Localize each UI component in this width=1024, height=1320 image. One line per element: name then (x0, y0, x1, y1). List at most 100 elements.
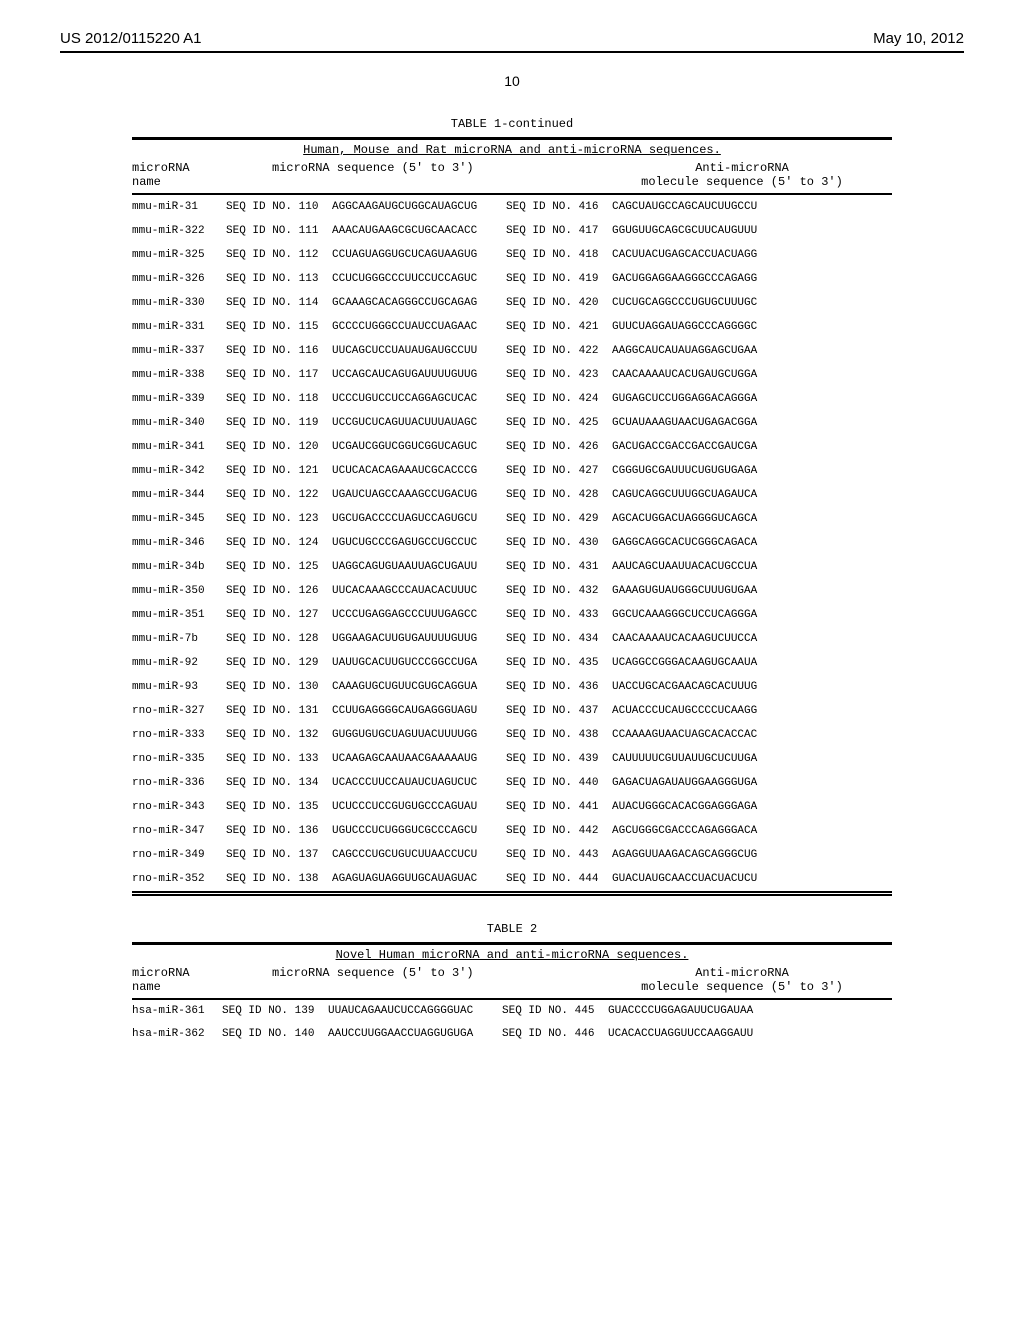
table-row: rno-miR-352SEQ ID NO. 138AGAGUAGUAGGUUGC… (132, 867, 892, 891)
anti-mirna-sequence: UCACACCUAGGUUCCAAGGAUU (608, 1029, 892, 1040)
mirna-sequence: UCCCUGUCCUCCAGGAGCUCAC (332, 394, 506, 405)
mirna-sequence: GCAAAGCACAGGGCCUGCAGAG (332, 298, 506, 309)
seq-id-1: SEQ ID NO. 127 (226, 610, 332, 621)
mirna-name: hsa-miR-361 (132, 1006, 222, 1017)
seq-id-2: SEQ ID NO. 435 (506, 658, 612, 669)
seq-id-2: SEQ ID NO. 432 (506, 586, 612, 597)
seq-id-1: SEQ ID NO. 114 (226, 298, 332, 309)
table-row: mmu-miR-341SEQ ID NO. 120UCGAUCGGUCGGUCG… (132, 435, 892, 459)
publication-date: May 10, 2012 (873, 30, 964, 47)
table-2-col-headers: microRNA name microRNA sequence (5' to 3… (132, 962, 892, 999)
mirna-name: mmu-miR-351 (132, 610, 226, 621)
table-1-body: mmu-miR-31SEQ ID NO. 110AGGCAAGAUGCUGGCA… (132, 194, 892, 891)
mirna-name: mmu-miR-337 (132, 346, 226, 357)
anti-mirna-sequence: AGCUGGGCGACCCAGAGGGACA (612, 826, 892, 837)
table-2-subtitle: Novel Human microRNA and anti-microRNA s… (132, 944, 892, 962)
seq-id-2: SEQ ID NO. 438 (506, 730, 612, 741)
seq-id-2: SEQ ID NO. 422 (506, 346, 612, 357)
mirna-sequence: UUCACAAAGCCCAUACACUUUC (332, 586, 506, 597)
table-row: hsa-miR-362SEQ ID NO. 140AAUCCUUGGAACCUA… (132, 1023, 892, 1046)
mirna-sequence: UUAUCAGAAUCUCCAGGGGUAC (328, 1006, 502, 1017)
seq-id-1: SEQ ID NO. 129 (226, 658, 332, 669)
mirna-sequence: UUCAGCUCCUAUAUGAUGCCUU (332, 346, 506, 357)
mirna-name: mmu-miR-330 (132, 298, 226, 309)
col-header-seq: microRNA sequence (5' to 3') (242, 161, 592, 189)
table-row: mmu-miR-330SEQ ID NO. 114GCAAAGCACAGGGCC… (132, 291, 892, 315)
mirna-name: rno-miR-352 (132, 874, 226, 885)
mirna-sequence: UCUCACACAGAAAUCGCACCCG (332, 466, 506, 477)
mirna-sequence: UCGAUCGGUCGGUCGGUCAGUC (332, 442, 506, 453)
mirna-name: rno-miR-327 (132, 706, 226, 717)
mirna-sequence: UCACCCUUCCAUAUCUAGUCUC (332, 778, 506, 789)
mirna-sequence: UCUCCCUCCGUGUGCCCAGUAU (332, 802, 506, 813)
mirna-sequence: GCCCCUGGGCCUAUCCUAGAAC (332, 322, 506, 333)
seq-id-2: SEQ ID NO. 431 (506, 562, 612, 573)
anti-mirna-sequence: AAUCAGCUAAUUACACUGCCUA (612, 562, 892, 573)
mirna-name: mmu-miR-342 (132, 466, 226, 477)
seq-id-2: SEQ ID NO. 437 (506, 706, 612, 717)
seq-id-2: SEQ ID NO. 420 (506, 298, 612, 309)
mirna-sequence: AGAGUAGUAGGUUGCAUAGUAC (332, 874, 506, 885)
seq-id-2: SEQ ID NO. 428 (506, 490, 612, 501)
anti-mirna-sequence: GACUGGAGGAAGGGCCCAGAGG (612, 274, 892, 285)
table-row: mmu-miR-34bSEQ ID NO. 125UAGGCAGUGUAAUUA… (132, 555, 892, 579)
seq-id-1: SEQ ID NO. 111 (226, 226, 332, 237)
col-header-anti: Anti-microRNA molecule sequence (5' to 3… (592, 161, 892, 189)
seq-id-2: SEQ ID NO. 444 (506, 874, 612, 885)
anti-mirna-sequence: CACUUACUGAGCACCUACUAGG (612, 250, 892, 261)
seq-id-2: SEQ ID NO. 418 (506, 250, 612, 261)
seq-id-2: SEQ ID NO. 436 (506, 682, 612, 693)
table-row: mmu-miR-339SEQ ID NO. 118UCCCUGUCCUCCAGG… (132, 387, 892, 411)
anti-mirna-sequence: UCAGGCCGGGACAAGUGCAAUA (612, 658, 892, 669)
mirna-sequence: UCAAGAGCAAUAACGAAAAAUG (332, 754, 506, 765)
col-header-seq: microRNA sequence (5' to 3') (242, 966, 592, 994)
mirna-name: rno-miR-349 (132, 850, 226, 861)
table-1-title: TABLE 1-continued (132, 117, 892, 131)
seq-id-1: SEQ ID NO. 113 (226, 274, 332, 285)
seq-id-1: SEQ ID NO. 119 (226, 418, 332, 429)
seq-id-1: SEQ ID NO. 124 (226, 538, 332, 549)
anti-mirna-sequence: AUACUGGGCACACGGAGGGAGA (612, 802, 892, 813)
mirna-name: mmu-miR-350 (132, 586, 226, 597)
seq-id-2: SEQ ID NO. 443 (506, 850, 612, 861)
table-row: mmu-miR-326SEQ ID NO. 113CCUCUGGGCCCUUCC… (132, 267, 892, 291)
table-row: rno-miR-347SEQ ID NO. 136UGUCCCUCUGGGUCG… (132, 819, 892, 843)
anti-mirna-sequence: CAACAAAAUCACUGAUGCUGGA (612, 370, 892, 381)
seq-id-1: SEQ ID NO. 136 (226, 826, 332, 837)
col-header-anti: Anti-microRNA molecule sequence (5' to 3… (592, 966, 892, 994)
anti-mirna-sequence: AAGGCAUCAUAUAGGAGCUGAA (612, 346, 892, 357)
mirna-name: rno-miR-343 (132, 802, 226, 813)
seq-id-1: SEQ ID NO. 120 (226, 442, 332, 453)
mirna-name: rno-miR-333 (132, 730, 226, 741)
seq-id-1: SEQ ID NO. 130 (226, 682, 332, 693)
seq-id-1: SEQ ID NO. 115 (226, 322, 332, 333)
table-row: mmu-miR-350SEQ ID NO. 126UUCACAAAGCCCAUA… (132, 579, 892, 603)
table-row: mmu-miR-346SEQ ID NO. 124UGUCUGCCCGAGUGC… (132, 531, 892, 555)
seq-id-2: SEQ ID NO. 426 (506, 442, 612, 453)
seq-id-2: SEQ ID NO. 427 (506, 466, 612, 477)
seq-id-1: SEQ ID NO. 117 (226, 370, 332, 381)
mirna-sequence: UCCCUGAGGAGCCCUUUGAGCC (332, 610, 506, 621)
mirna-name: mmu-miR-31 (132, 202, 226, 213)
seq-id-2: SEQ ID NO. 419 (506, 274, 612, 285)
mirna-sequence: UGGAAGACUUGUGAUUUUGUUG (332, 634, 506, 645)
seq-id-2: SEQ ID NO. 441 (506, 802, 612, 813)
mirna-sequence: CCUUGAGGGGCAUGAGGGUAGU (332, 706, 506, 717)
seq-id-2: SEQ ID NO. 446 (502, 1029, 608, 1040)
table-row: mmu-miR-345SEQ ID NO. 123UGCUGACCCCUAGUC… (132, 507, 892, 531)
table-row: mmu-miR-325SEQ ID NO. 112CCUAGUAGGUGCUCA… (132, 243, 892, 267)
table-row: mmu-miR-93SEQ ID NO. 130CAAAGUGCUGUUCGUG… (132, 675, 892, 699)
anti-mirna-sequence: CAGCUAUGCCAGCAUCUUGCCU (612, 202, 892, 213)
anti-mirna-sequence: CAACAAAAUCACAAGUCUUCCA (612, 634, 892, 645)
seq-id-1: SEQ ID NO. 132 (226, 730, 332, 741)
mirna-sequence: CAAAGUGCUGUUCGUGCAGGUA (332, 682, 506, 693)
seq-id-1: SEQ ID NO. 140 (222, 1029, 328, 1040)
mirna-name: rno-miR-336 (132, 778, 226, 789)
table-2-body: hsa-miR-361SEQ ID NO. 139UUAUCAGAAUCUCCA… (132, 999, 892, 1046)
seq-id-2: SEQ ID NO. 433 (506, 610, 612, 621)
patent-number: US 2012/0115220 A1 (60, 30, 202, 47)
mirna-name: mmu-miR-331 (132, 322, 226, 333)
seq-id-2: SEQ ID NO. 425 (506, 418, 612, 429)
seq-id-2: SEQ ID NO. 424 (506, 394, 612, 405)
anti-mirna-sequence: CUCUGCAGGCCCUGUGCUUUGC (612, 298, 892, 309)
